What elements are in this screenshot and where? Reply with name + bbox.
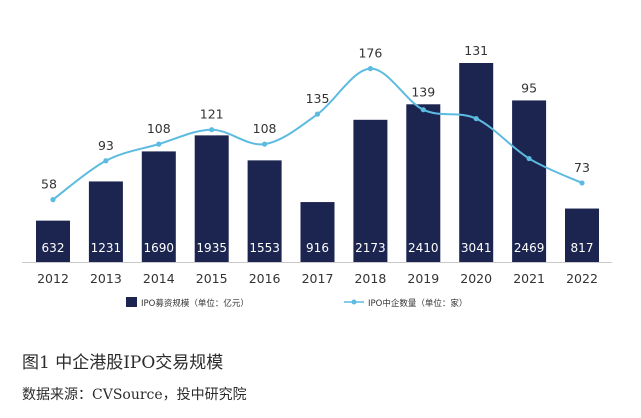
bar-2022 bbox=[565, 208, 599, 262]
bar-2020 bbox=[459, 63, 494, 262]
x-tick-2017: 2017 bbox=[302, 271, 334, 286]
count-label-2021: 95 bbox=[521, 80, 537, 95]
count-value-labels: 58 93 108 121 108 135 176 139 131 95 73 bbox=[41, 43, 590, 192]
x-tick-2022: 2022 bbox=[566, 271, 598, 286]
count-label-2015: 121 bbox=[200, 107, 224, 122]
count-label-2014: 108 bbox=[147, 121, 171, 136]
x-tick-2019: 2019 bbox=[407, 271, 439, 286]
legend-line-dot bbox=[351, 299, 357, 305]
count-label-2019: 139 bbox=[411, 84, 435, 99]
bar-2014 bbox=[141, 151, 176, 262]
bar-label-2014: 1690 bbox=[144, 241, 175, 255]
count-label-2017: 135 bbox=[306, 91, 330, 106]
bar-label-2012: 632 bbox=[42, 241, 65, 255]
count-point-2013 bbox=[103, 158, 109, 164]
count-points bbox=[50, 66, 585, 203]
bar-label-2022: 817 bbox=[571, 241, 594, 255]
count-point-2018 bbox=[367, 66, 373, 72]
bar-label-2015: 1935 bbox=[196, 241, 227, 255]
bar-label-2020: 3041 bbox=[461, 241, 492, 255]
bar-2021 bbox=[512, 100, 547, 262]
count-point-2022 bbox=[579, 180, 585, 186]
bar-label-2017: 916 bbox=[306, 241, 329, 255]
source-note: 数据来源：CVSource，投中研究院 bbox=[22, 387, 247, 403]
count-point-2015 bbox=[209, 127, 215, 133]
count-point-2017 bbox=[314, 111, 321, 117]
count-point-2019 bbox=[420, 107, 426, 113]
x-tick-labels: 2012 2013 2014 2015 2016 2017 2018 2019 2020 2021… bbox=[37, 271, 598, 286]
bar-2019 bbox=[406, 104, 441, 262]
count-label-2013: 93 bbox=[98, 138, 114, 153]
x-tick-2014: 2014 bbox=[143, 271, 175, 286]
bar-value-labels: 632 1231 1690 1935 1553 916 2173 2410 3041 2469 81… bbox=[42, 241, 594, 255]
count-point-2014 bbox=[156, 141, 162, 147]
legend-bar-label: IPO募资规模（单位：亿元） bbox=[141, 298, 249, 309]
count-label-2012: 58 bbox=[41, 177, 57, 192]
bar-2016 bbox=[247, 160, 282, 262]
bar-label-2016: 1553 bbox=[249, 241, 280, 255]
legend-bar-swatch bbox=[126, 297, 137, 307]
count-point-2021 bbox=[526, 155, 532, 162]
x-tick-2016: 2016 bbox=[249, 271, 281, 286]
count-line bbox=[52, 67, 583, 201]
bar-series bbox=[36, 63, 599, 262]
count-label-2016: 108 bbox=[253, 121, 277, 136]
x-tick-2015: 2015 bbox=[196, 271, 228, 286]
x-tick-2012: 2012 bbox=[37, 271, 69, 286]
count-point-2020 bbox=[473, 115, 479, 122]
count-point-2016 bbox=[262, 141, 268, 147]
count-point-2012 bbox=[50, 197, 56, 203]
bar-2018 bbox=[353, 119, 388, 262]
x-tick-2018: 2018 bbox=[354, 271, 386, 286]
bar-2012 bbox=[36, 220, 70, 262]
legend-line-label: IPO中企数量（单位：家） bbox=[368, 298, 467, 309]
bar-label-2019: 2410 bbox=[408, 241, 439, 255]
x-tick-2020: 2020 bbox=[460, 271, 492, 286]
count-label-2020: 131 bbox=[464, 43, 488, 58]
x-tick-2013: 2013 bbox=[90, 271, 122, 286]
bar-label-2018: 2173 bbox=[355, 241, 386, 255]
count-label-2022: 73 bbox=[574, 160, 590, 175]
bar-label-2021: 2469 bbox=[514, 241, 545, 255]
count-label-2018: 176 bbox=[358, 46, 382, 61]
bar-label-2013: 1231 bbox=[91, 241, 122, 255]
legend: IPO募资规模（单位：亿元） IPO中企数量（单位：家） bbox=[126, 297, 467, 309]
x-tick-2021: 2021 bbox=[513, 271, 545, 286]
bar-2013 bbox=[88, 181, 123, 262]
figure-caption: 图1 中企港股IPO交易规模 bbox=[22, 353, 224, 373]
bar-2015 bbox=[194, 135, 229, 262]
bar-2017 bbox=[300, 202, 335, 262]
